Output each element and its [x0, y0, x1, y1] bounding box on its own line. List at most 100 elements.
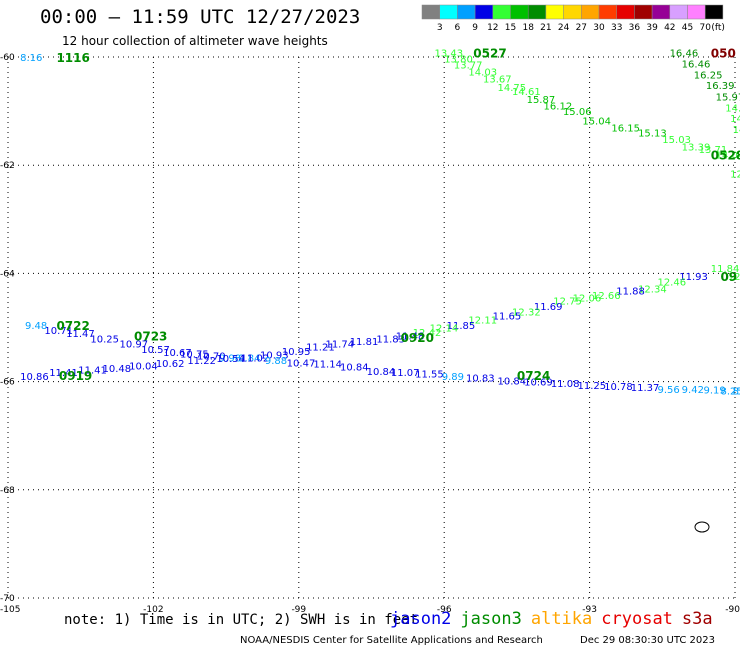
- wave-height-label: 16.46: [670, 49, 699, 60]
- legend-label: 27: [576, 23, 587, 33]
- wave-height-label: 10.04: [129, 361, 158, 372]
- pass-time-label: 0528: [711, 148, 740, 162]
- legend-label: 9: [472, 23, 478, 33]
- lat-tick-label: -66: [0, 378, 15, 388]
- wave-height-label: 16.15: [611, 123, 640, 134]
- legend-swatch: [492, 4, 511, 20]
- units-note: note: 1) Time is in UTC; 2) SWH is in fe…: [64, 612, 419, 628]
- wave-height-label: 9.98: [219, 353, 241, 364]
- pass-time-label: 0723: [134, 330, 167, 344]
- credit-text: NOAA/NESDIS Center for Satellite Applica…: [240, 635, 543, 646]
- wave-height-label: 11.37: [631, 383, 660, 394]
- wave-height-label: 12.06: [573, 294, 602, 305]
- pass-time-label: 050: [711, 47, 736, 61]
- wave-height-label: 11.85: [447, 321, 476, 332]
- wave-height-label: 10.62: [156, 359, 185, 370]
- satellite-label-cryosat: cryosat: [601, 609, 673, 629]
- wave-height-label: 9.88: [265, 356, 287, 367]
- wave-height-label: 11.47: [66, 329, 95, 340]
- wave-height-label: 9.19: [703, 386, 725, 397]
- pass-time-label: 0919: [59, 369, 92, 383]
- legend-swatch: [598, 4, 617, 20]
- wave-height-label: 10.75: [180, 349, 209, 360]
- wave-height-label: 12.46: [657, 278, 686, 289]
- wave-height-label: 13.67: [483, 75, 512, 86]
- satellite-legend: jason2 jason3 altika cryosat s3a: [390, 609, 722, 629]
- wave-height-label: 14.: [730, 114, 740, 125]
- legend-swatch: [616, 4, 635, 20]
- wave-height-label: 12.14: [430, 324, 459, 335]
- wave-height-label: 14.04: [716, 150, 740, 161]
- legend-label: 42: [664, 23, 675, 33]
- observations-layer: 8.16 13.4313.8013.7714.0313.6714.7514.611…: [20, 49, 740, 398]
- legend-swatch: [581, 4, 600, 20]
- wave-height-label: 12.11: [468, 315, 497, 326]
- wave-height-label: 16.12: [544, 102, 573, 113]
- lon-tick-label: -105: [0, 605, 20, 615]
- wave-height-label: 12.48: [728, 272, 740, 283]
- wave-height-label: 15.87: [527, 95, 556, 106]
- map-subtitle: 12 hour collection of altimeter wave hei…: [62, 34, 328, 48]
- legend-swatch: [651, 4, 671, 20]
- legend-swatch: [457, 4, 476, 20]
- legend-label: 15: [505, 23, 516, 33]
- legend-label: 6: [455, 23, 461, 33]
- wave-height-label: 11.83: [376, 334, 405, 345]
- wave-height-label: 9.42: [682, 385, 704, 396]
- lon-tick-label: -96: [437, 605, 452, 615]
- wave-height-label: 10.71: [44, 326, 73, 337]
- wave-height-label: 10.54: [216, 354, 245, 365]
- satellite-label-s3a: s3a: [681, 609, 713, 629]
- wave-height-label: 11.84: [711, 264, 740, 275]
- legend-label: 12: [487, 23, 498, 33]
- legend-label: 30: [593, 23, 605, 33]
- wave-height-label: 10.83: [466, 373, 495, 384]
- wave-height-label: 9.48: [25, 321, 47, 332]
- legend-swatch: [634, 4, 653, 20]
- wave-height-label: 10.48: [103, 364, 132, 375]
- wave-height-label: 13.71: [699, 145, 728, 156]
- legend-label: 39: [646, 23, 658, 33]
- timestamp-text: Dec 29 08:30:30 UTC 2023: [580, 635, 715, 646]
- wave-height-label: 11.08: [551, 379, 580, 390]
- wave-height-label: 13.80: [444, 55, 473, 66]
- wave-height-label: 11.65: [493, 312, 522, 323]
- pass-time-label: 0722: [56, 319, 89, 333]
- wave-height-label: 11.74: [325, 340, 354, 351]
- wave-height-label: 16.46: [682, 59, 711, 70]
- wave-height-label: 9.89: [442, 372, 464, 383]
- legend-swatch: [510, 4, 529, 20]
- axis-ticks: -105 -102 -99 -96 -93 -90 -60 -62 -64 -66 -68 -70: [0, 53, 740, 615]
- wave-height-label: 16.39: [706, 81, 735, 92]
- wave-height-label: 11.41: [78, 366, 107, 377]
- wave-height-label: 11.22: [187, 356, 216, 367]
- legend-label: 21: [540, 23, 551, 33]
- wave-height-label: 15.06: [563, 107, 592, 118]
- legend-swatch: [527, 4, 547, 20]
- wave-height-label: 11.81: [350, 337, 379, 348]
- pass-time-label: 0527: [473, 47, 506, 61]
- wave-height-label: 11.69: [534, 302, 563, 313]
- map-grid: [7, 56, 736, 599]
- lat-tick-label: -60: [0, 53, 15, 63]
- wave-height-label: 12: [730, 169, 740, 180]
- legend-swatch: [704, 4, 724, 20]
- legend-label: 45: [682, 23, 693, 33]
- pass-time-label: 0920: [401, 331, 434, 345]
- pass-times-layer: 1116 0527 050 0528 09 0722 0723 0920 0919 0724: [56, 47, 740, 383]
- wave-height-label: 15.13: [638, 129, 667, 140]
- satellite-label-jason3: jason3: [460, 609, 522, 629]
- wave-height-label: 10.93: [260, 351, 289, 362]
- wave-height-label: 14.03: [468, 68, 497, 79]
- satellite-label-altika: altika: [530, 609, 593, 629]
- legend-swatch: [687, 4, 706, 20]
- wave-height-label: 15.97: [716, 92, 740, 103]
- map-title: 00:00 – 11:59 UTC 12/27/2023: [40, 6, 361, 28]
- wave-height-label: 14: [733, 125, 740, 136]
- wave-height-label: 8.5: [733, 386, 740, 397]
- wave-height-label: 11.88: [616, 287, 645, 298]
- island-outline: [694, 521, 710, 533]
- wave-height-label: 10.84: [367, 367, 396, 378]
- wave-height-label: 10.84: [340, 362, 369, 373]
- legend-swatch: [545, 4, 564, 20]
